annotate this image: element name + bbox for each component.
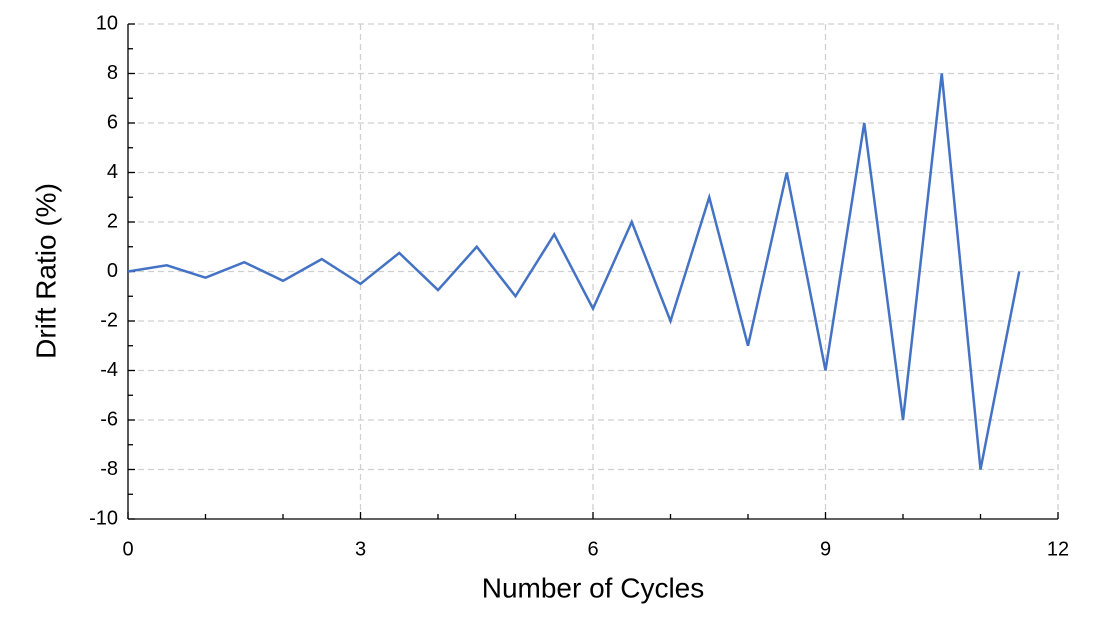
y-tick-label: 2 bbox=[107, 210, 118, 232]
x-tick-label: 6 bbox=[587, 538, 598, 560]
x-tick-label: 0 bbox=[122, 538, 133, 560]
y-tick-label: -8 bbox=[100, 458, 118, 480]
y-tick-label: -2 bbox=[100, 309, 118, 331]
y-tick-label: 6 bbox=[107, 111, 118, 133]
x-tick-label: 12 bbox=[1047, 538, 1069, 560]
y-tick-label: -6 bbox=[100, 408, 118, 430]
y-tick-label: -10 bbox=[89, 507, 118, 529]
x-tick-label: 9 bbox=[820, 538, 831, 560]
x-tick-label: 3 bbox=[355, 538, 366, 560]
y-axis-title: Drift Ratio (%) bbox=[30, 183, 61, 359]
y-tick-label: 8 bbox=[107, 62, 118, 84]
y-tick-label: -4 bbox=[100, 359, 118, 381]
x-axis-title: Number of Cycles bbox=[482, 572, 705, 603]
y-tick-label: 0 bbox=[107, 260, 118, 282]
y-tick-label: 10 bbox=[96, 12, 118, 34]
y-tick-label: 4 bbox=[107, 161, 118, 183]
data-line bbox=[127, 73, 1021, 470]
